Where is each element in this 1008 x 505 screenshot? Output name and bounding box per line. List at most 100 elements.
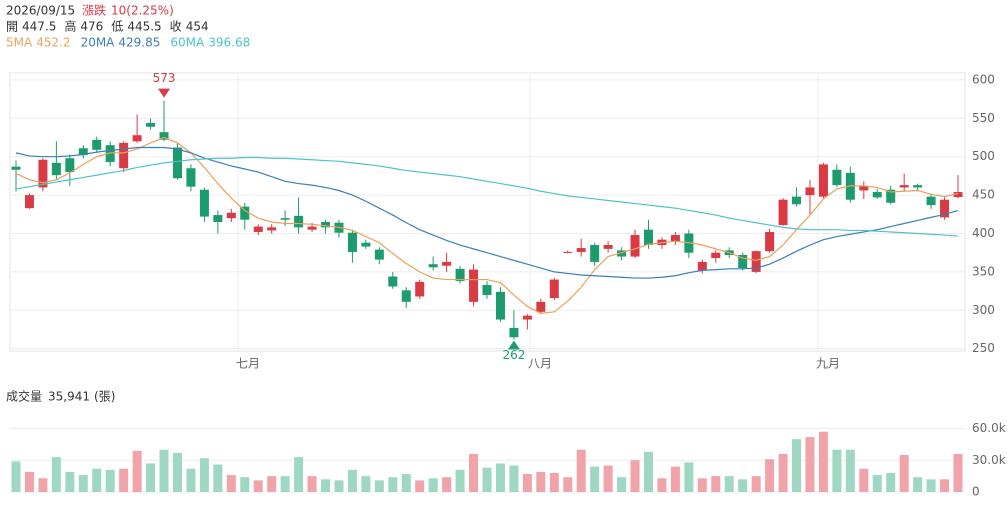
y-tick-label: 250	[972, 341, 995, 355]
max-label: 573	[153, 71, 176, 85]
volume-bar	[280, 476, 290, 492]
candle-body	[172, 147, 182, 179]
candle-body	[859, 185, 869, 191]
candle-body	[913, 185, 923, 188]
volume-bar	[92, 468, 102, 492]
candle-body	[590, 245, 600, 262]
ma-line	[15, 156, 959, 237]
y-tick-label: 0	[972, 485, 980, 499]
candle-body	[738, 255, 748, 269]
volume-latest: 35,941	[48, 390, 90, 404]
y-tick-label: 30.0k	[972, 453, 1006, 467]
candle-body	[886, 189, 896, 203]
change: 10(2.25%)	[111, 4, 174, 18]
volume-bar	[119, 468, 129, 492]
candle-body	[226, 212, 236, 219]
volume-bar	[778, 453, 788, 492]
candle-body	[24, 195, 34, 209]
volume-bar	[603, 465, 613, 492]
candle-body	[92, 139, 102, 150]
volume-bar	[522, 474, 532, 492]
legend-value: 452.2	[36, 36, 70, 50]
candle-body	[697, 261, 707, 271]
candle-body	[630, 235, 640, 257]
candle-body	[805, 187, 815, 196]
candle-body	[105, 145, 115, 163]
volume-bar	[307, 476, 317, 492]
ohlc-value: 445.5	[127, 20, 161, 34]
candle-body	[11, 166, 21, 170]
ohlc-label: 開	[6, 20, 18, 34]
legend-name: 60MA	[170, 36, 205, 50]
volume-bar	[549, 472, 559, 492]
candle-body	[522, 315, 532, 320]
y-tick-label: 450	[972, 188, 995, 202]
volume-bar	[146, 463, 156, 492]
candle-body	[482, 284, 492, 295]
volume-bar	[11, 461, 21, 492]
ohlc-label: 低	[111, 20, 123, 34]
volume-bar	[78, 475, 88, 492]
candle-body	[751, 251, 761, 272]
volume-bar	[859, 468, 869, 492]
volume-bar	[536, 471, 546, 492]
volume-bar	[388, 477, 398, 492]
volume-bar	[38, 478, 48, 492]
volume-bar	[334, 480, 344, 492]
ma-line	[15, 146, 959, 279]
volume-bar	[845, 449, 855, 492]
volume-bar	[253, 480, 263, 492]
volume-bar	[940, 479, 950, 492]
candle-body	[199, 189, 209, 217]
volume-bar	[724, 476, 734, 492]
volume-bar	[294, 457, 304, 492]
x-tick-label: 八月	[528, 357, 552, 371]
volume-bar	[51, 457, 61, 492]
volume-bar	[926, 479, 936, 492]
date: 2026/09/15	[6, 4, 75, 18]
volume-bar	[792, 439, 802, 492]
candle-body	[240, 206, 250, 220]
ohlc-value: 454	[186, 20, 209, 34]
volume-bar	[670, 466, 680, 492]
volume-bar	[630, 460, 640, 492]
x-tick-label: 七月	[236, 357, 260, 371]
candle-body	[307, 226, 317, 230]
legend-name: 5MA	[6, 36, 33, 50]
candle-body	[280, 218, 290, 220]
candle-body	[267, 227, 277, 231]
candle-body	[765, 231, 775, 252]
candle-body	[536, 301, 546, 312]
volume-bar	[563, 477, 573, 492]
candle-body	[374, 249, 384, 260]
candle-body	[495, 291, 505, 320]
volume-bar	[953, 454, 963, 492]
candle-body	[159, 132, 169, 140]
volume-bar	[347, 469, 357, 492]
volume-bar	[240, 477, 250, 492]
volume-bar	[213, 464, 223, 492]
volume-bar	[172, 452, 182, 492]
candle-body	[361, 242, 371, 247]
candle-body	[872, 192, 882, 198]
candle-body	[213, 215, 223, 222]
volume-bar	[872, 475, 882, 492]
volume-bar	[657, 478, 667, 492]
candle-body	[926, 196, 936, 206]
volume-bar	[509, 465, 519, 492]
candle-body	[186, 168, 196, 187]
volume-bar	[738, 479, 748, 492]
volume-bar	[913, 477, 923, 492]
volume-bar	[199, 458, 209, 492]
legend-name: 20MA	[81, 36, 116, 50]
change-label: 漲跌	[82, 3, 106, 18]
volume-bar	[455, 469, 465, 492]
y-tick-label: 500	[972, 149, 995, 163]
candle-body	[576, 248, 586, 252]
y-tick-label: 550	[972, 111, 995, 125]
legend-value: 396.68	[208, 36, 250, 50]
max-marker	[158, 88, 171, 98]
volume-bar	[267, 476, 277, 492]
candle-body	[509, 327, 519, 338]
